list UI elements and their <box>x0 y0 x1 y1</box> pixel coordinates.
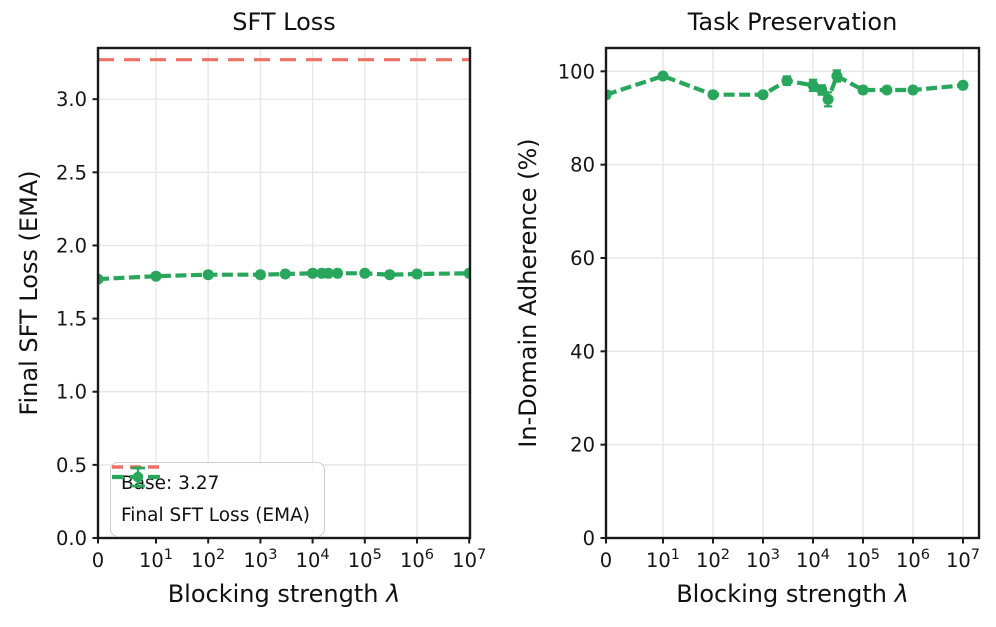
axis-ticks <box>600 70 964 544</box>
svg-text:60: 60 <box>570 247 595 270</box>
svg-text:1.5: 1.5 <box>56 308 87 331</box>
svg-text:106: 106 <box>400 547 434 572</box>
axes-spines <box>96 46 472 540</box>
svg-text:100: 100 <box>558 60 595 83</box>
svg-text:106: 106 <box>896 547 930 572</box>
svg-text:0: 0 <box>583 527 595 550</box>
svg-text:1.0: 1.0 <box>56 381 87 404</box>
series-markers <box>98 267 470 285</box>
svg-text:107: 107 <box>452 547 486 572</box>
x-axis-label-text: Blocking strength <box>676 580 887 608</box>
svg-text:104: 104 <box>796 547 830 572</box>
series-markers <box>606 70 969 105</box>
svg-text:0: 0 <box>92 549 104 572</box>
y-axis-label-left: Final SFT Loss (EMA) <box>15 170 43 416</box>
gridlines <box>606 48 979 539</box>
svg-text:40: 40 <box>570 340 595 363</box>
svg-text:101: 101 <box>646 547 680 572</box>
svg-text:102: 102 <box>696 547 730 572</box>
svg-text:20: 20 <box>570 434 595 457</box>
svg-text:103: 103 <box>243 547 277 572</box>
tick-labels: 0 101 102 103 104 105 106 107 0.0 0.5 1.0 1.5 2.0 2.5… <box>56 88 486 572</box>
x-axis-label-text: Blocking strength <box>167 580 379 608</box>
svg-text:2.5: 2.5 <box>56 161 87 184</box>
x-axis-label-right: Blocking strength λ <box>606 577 979 611</box>
lambda-symbol: λ <box>894 580 909 608</box>
legend-label-base: Base: 3.27 <box>121 473 220 494</box>
svg-text:0: 0 <box>600 549 612 572</box>
legend-entry-series: Final SFT Loss (EMA) <box>112 466 310 529</box>
chart-title-task-preservation: Task Preservation <box>687 8 898 36</box>
svg-text:0.5: 0.5 <box>56 454 87 477</box>
svg-text:105: 105 <box>348 547 382 572</box>
x-axis-label-left: Blocking strength λ <box>98 577 470 611</box>
legend-label-series: Final SFT Loss (EMA) <box>121 505 310 526</box>
axes-spines <box>604 46 981 540</box>
svg-text:0.0: 0.0 <box>56 527 87 550</box>
svg-text:2.0: 2.0 <box>56 234 87 257</box>
svg-text:104: 104 <box>296 547 330 572</box>
svg-text:80: 80 <box>570 154 595 177</box>
svg-text:3.0: 3.0 <box>56 88 87 111</box>
y-axis-label-right: In-Domain Adherence (%) <box>514 138 542 448</box>
green-errorbar-line-sample <box>112 466 164 488</box>
chart-title-sft-loss: SFT Loss <box>232 8 336 36</box>
svg-text:107: 107 <box>946 547 980 572</box>
svg-text:103: 103 <box>746 547 780 572</box>
legend-box: Base: 3.27 Final SFT Loss (EMA) <box>110 462 325 537</box>
svg-text:105: 105 <box>846 547 880 572</box>
tick-labels: 0 101 102 103 104 105 106 107 0 20 40 60 80 100 <box>558 60 980 572</box>
svg-text:101: 101 <box>139 547 173 572</box>
lambda-symbol: λ <box>386 580 401 608</box>
svg-text:102: 102 <box>191 547 225 572</box>
